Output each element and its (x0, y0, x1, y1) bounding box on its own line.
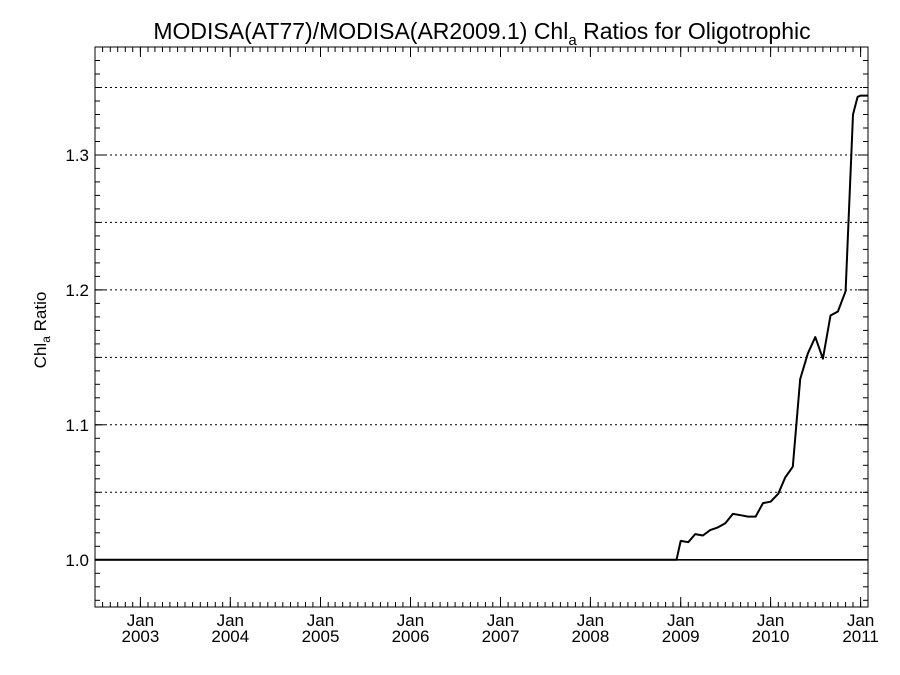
chart-title: MODISA(AT77)/MODISA(AR2009.1) Chla Ratio… (153, 18, 810, 49)
x-tick-month-3: Jan (397, 611, 424, 630)
chart-title-suffix: Ratios for Oligotrophic (577, 18, 811, 44)
x-tick-labels: Jan2003Jan2004Jan2005Jan2006Jan2007Jan20… (121, 611, 878, 646)
minor-ticks (94, 47, 868, 607)
gridlines (95, 87, 868, 493)
y-axis-label: Chla Ratio (31, 292, 53, 369)
x-tick-month-5: Jan (577, 611, 604, 630)
major-ticks (95, 47, 868, 607)
x-tick-year-2: 2005 (302, 627, 340, 646)
x-tick-month-2: Jan (307, 611, 334, 630)
series-line-0 (95, 94, 868, 561)
y-axis-label-suffix: Ratio (31, 292, 50, 336)
chart-title-prefix: MODISA(AT77)/MODISA(AR2009.1) Chl (153, 18, 568, 44)
x-tick-month-0: Jan (127, 611, 154, 630)
x-tick-month-4: Jan (487, 611, 514, 630)
x-tick-year-6: 2009 (662, 627, 700, 646)
y-axis-label-main: Chl (31, 343, 50, 369)
x-tick-year-8: 2011 (842, 627, 879, 646)
x-tick-year-1: 2004 (211, 627, 249, 646)
y-tick-label-0: 1.0 (65, 551, 89, 570)
x-tick-month-1: Jan (217, 611, 244, 630)
x-tick-year-0: 2003 (121, 627, 159, 646)
x-tick-month-8: Jan (847, 611, 874, 630)
x-tick-year-3: 2006 (392, 627, 430, 646)
x-tick-year-7: 2010 (752, 627, 790, 646)
x-tick-year-5: 2008 (571, 627, 609, 646)
chart-title-subscript: a (568, 32, 577, 49)
x-tick-month-7: Jan (757, 611, 784, 630)
y-tick-labels: 1.0 1.1 1.2 1.3 (65, 146, 89, 570)
y-tick-label-1: 1.1 (65, 416, 89, 435)
y-tick-label-3: 1.3 (65, 146, 89, 165)
series-layer (95, 94, 868, 561)
plot-frame (94, 46, 869, 608)
x-tick-year-4: 2007 (482, 627, 520, 646)
y-tick-label-2: 1.2 (65, 281, 89, 300)
x-tick-month-6: Jan (667, 611, 694, 630)
y-axis-label-subscript: a (39, 336, 53, 343)
